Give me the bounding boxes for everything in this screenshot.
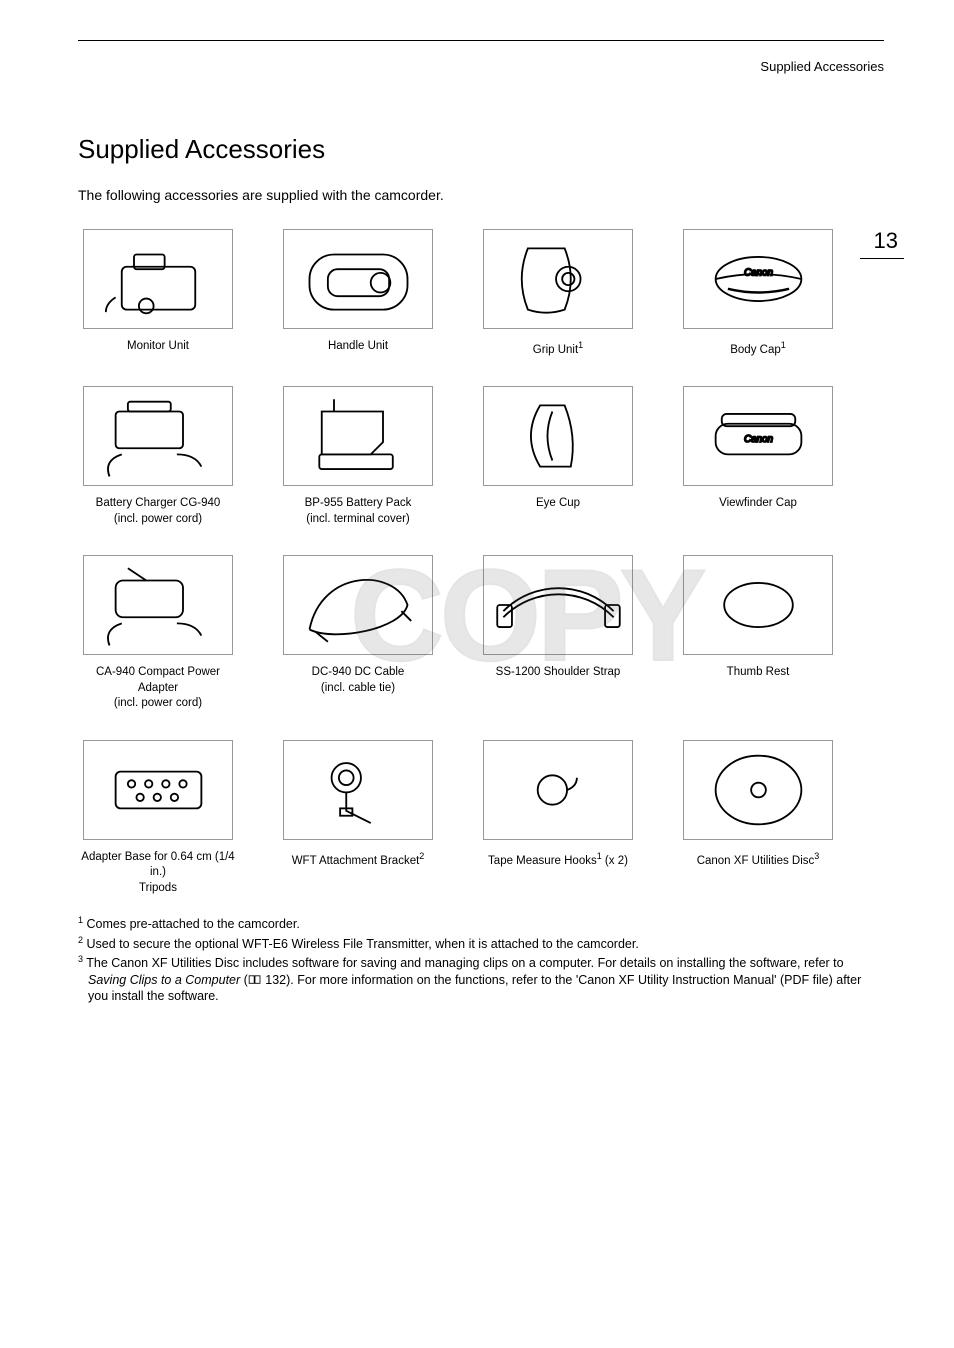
accessory-illustration [83,386,233,486]
accessory-caption: Handle Unit [278,339,438,355]
accessory-illustration [83,229,233,329]
accessory-cell: Canon XF Utilities Disc3 [678,740,838,897]
accessory-illustration [483,555,633,655]
accessory-caption: DC-940 DC Cable(incl. cable tie) [278,665,438,696]
accessory-illustration [283,740,433,840]
accessories-grid: Monitor Unit Handle Unit Grip Unit1 Canon Bo… [78,229,838,896]
accessory-caption: CA-940 Compact Power Adapter(incl. power… [78,665,238,712]
accessory-caption: Thumb Rest [678,665,838,681]
accessory-caption: BP-955 Battery Pack(incl. terminal cover… [278,496,438,527]
accessory-illustration [683,740,833,840]
accessory-cell: Canon Body Cap1 [678,229,838,358]
accessory-illustration [283,555,433,655]
accessory-cell: Canon Viewfinder Cap [678,386,838,527]
svg-text:Canon: Canon [744,434,773,445]
accessory-cell: Grip Unit1 [478,229,638,358]
accessory-caption: Body Cap1 [678,339,838,358]
accessory-caption: SS-1200 Shoulder Strap [478,665,638,681]
page-number: 13 [860,228,904,259]
accessory-caption: Monitor Unit [78,339,238,355]
accessory-caption: Battery Charger CG-940(incl. power cord) [78,496,238,527]
accessory-cell: Tape Measure Hooks1 (x 2) [478,740,638,897]
running-head: Supplied Accessories [78,59,884,74]
accessory-illustration: Canon [683,386,833,486]
footnotes: 1 Comes pre-attached to the camcorder. 2… [78,914,884,1005]
accessory-illustration [83,740,233,840]
accessory-caption: Eye Cup [478,496,638,512]
accessory-caption: Canon XF Utilities Disc3 [678,850,838,869]
accessory-caption: Adapter Base for 0.64 cm (1/4 in.)Tripod… [78,850,238,897]
accessory-cell: Handle Unit [278,229,438,358]
page-title: Supplied Accessories [78,134,884,165]
accessory-caption: WFT Attachment Bracket2 [278,850,438,869]
accessory-illustration [683,555,833,655]
accessory-cell: SS-1200 Shoulder Strap [478,555,638,712]
accessory-illustration [283,386,433,486]
intro-text: The following accessories are supplied w… [78,187,884,203]
accessory-illustration [483,740,633,840]
accessory-caption: Viewfinder Cap [678,496,838,512]
manual-page: Supplied Accessories Supplied Accessorie… [0,0,954,1005]
accessory-cell: CA-940 Compact Power Adapter(incl. power… [78,555,238,712]
accessory-caption: Grip Unit1 [478,339,638,358]
accessory-cell: Adapter Base for 0.64 cm (1/4 in.)Tripod… [78,740,238,897]
accessory-cell: Eye Cup [478,386,638,527]
footnote-2: 2 Used to secure the optional WFT-E6 Wir… [78,934,884,953]
book-icon [248,975,262,985]
accessory-cell: WFT Attachment Bracket2 [278,740,438,897]
accessory-illustration [483,229,633,329]
accessory-cell: Battery Charger CG-940(incl. power cord) [78,386,238,527]
footnote-1: 1 Comes pre-attached to the camcorder. [78,914,884,933]
accessory-cell: DC-940 DC Cable(incl. cable tie) [278,555,438,712]
accessory-illustration [83,555,233,655]
accessory-cell: Thumb Rest [678,555,838,712]
accessory-illustration [283,229,433,329]
accessory-cell: Monitor Unit [78,229,238,358]
top-rule [78,40,884,41]
svg-text:Canon: Canon [744,267,773,278]
footnote-3: 3 The Canon XF Utilities Disc includes s… [78,953,884,1006]
accessory-caption: Tape Measure Hooks1 (x 2) [478,850,638,869]
accessory-illustration [483,386,633,486]
accessory-illustration: Canon [683,229,833,329]
accessory-cell: BP-955 Battery Pack(incl. terminal cover… [278,386,438,527]
